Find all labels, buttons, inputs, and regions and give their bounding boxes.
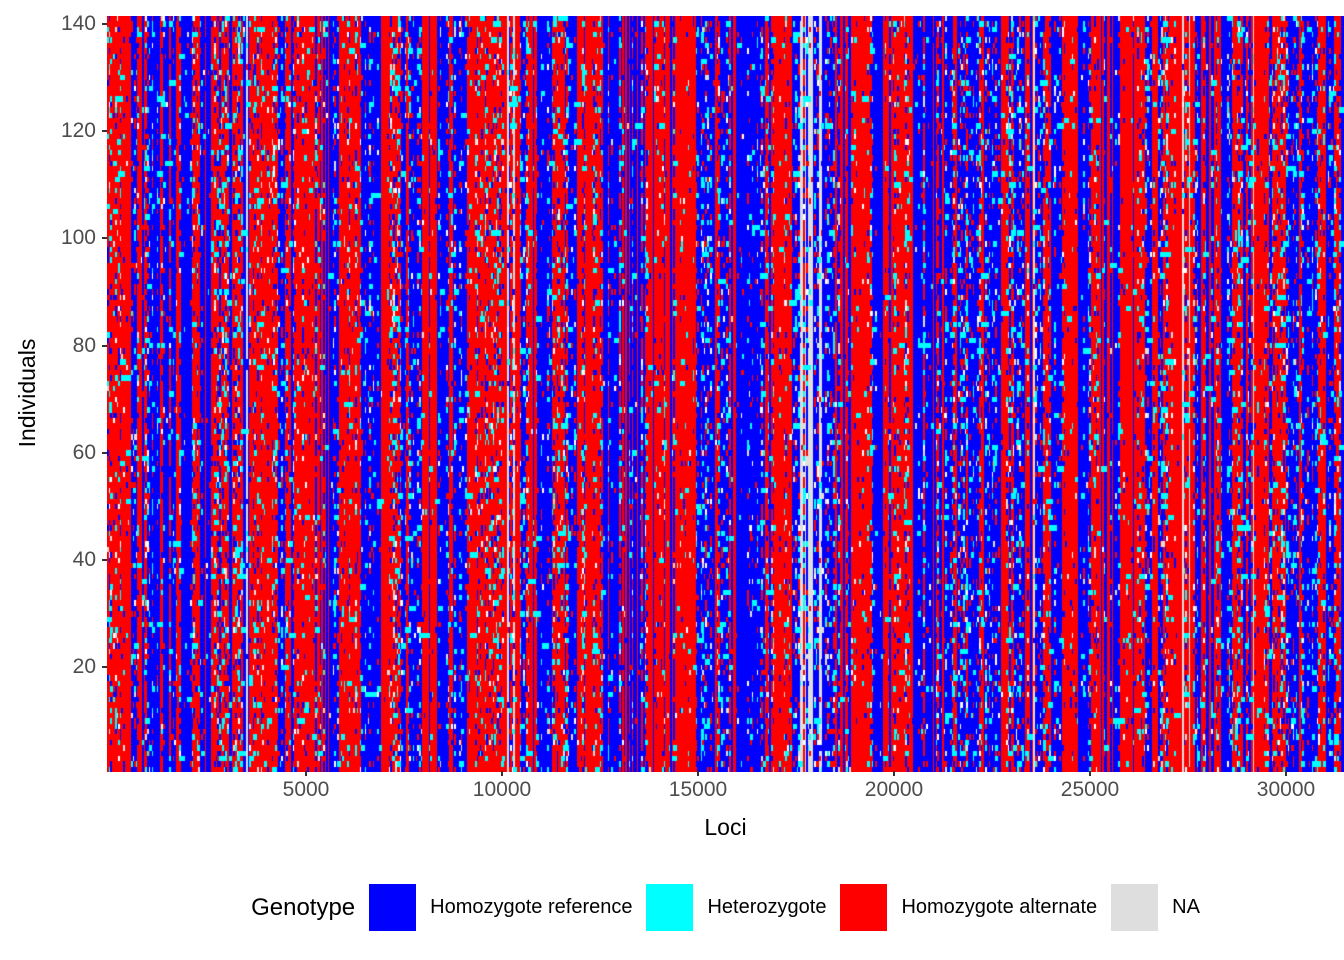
legend-label-hom_alt: Homozygote alternate <box>901 896 1098 918</box>
x-tick-label: 15000 <box>668 778 728 801</box>
y-tick-label: 80 <box>72 333 96 357</box>
y-tick-label: 40 <box>72 547 96 571</box>
x-tick-label: 25000 <box>1060 778 1120 801</box>
y-tick-mark <box>102 237 107 240</box>
legend-label-na: NA <box>1172 896 1200 918</box>
x-tick-mark <box>305 771 307 776</box>
x-tick-mark <box>893 771 895 776</box>
legend-swatch-na <box>1111 884 1159 931</box>
x-tick-label: 20000 <box>864 778 924 801</box>
y-tick-mark <box>102 344 107 347</box>
x-tick-mark <box>1285 771 1287 776</box>
x-tick-label: 30000 <box>1256 778 1316 801</box>
y-tick-label: 100 <box>60 226 96 250</box>
x-tick-label: 10000 <box>472 778 532 801</box>
y-tick-mark <box>102 451 107 454</box>
x-tick-mark <box>1089 771 1091 776</box>
legend-swatch-hom_alt <box>840 884 888 931</box>
y-tick-mark <box>102 558 107 561</box>
y-tick-mark <box>102 23 107 26</box>
x-tick-label: 5000 <box>282 778 330 801</box>
y-tick-label: 60 <box>72 440 96 464</box>
x-tick-mark <box>697 771 699 776</box>
y-tick-mark <box>102 666 107 669</box>
legend-swatch-hom_ref <box>369 884 417 931</box>
y-axis-title: Individuals <box>14 338 40 448</box>
y-tick-label: 140 <box>60 12 96 36</box>
y-tick-label: 20 <box>72 655 96 679</box>
legend-label-het: Heterozygote <box>707 896 827 918</box>
y-tick-mark <box>102 130 107 133</box>
legend-label-hom_ref: Homozygote reference <box>430 896 633 918</box>
y-tick-label: 120 <box>60 119 96 143</box>
x-axis-title: Loci <box>704 814 747 840</box>
legend-swatch-het <box>646 884 694 931</box>
x-tick-mark <box>501 771 503 776</box>
legend-title: Genotype <box>251 893 356 921</box>
legend: Genotype Homozygote reference Heterozygot… <box>107 884 1344 931</box>
heatmap-plot-panel <box>107 16 1344 772</box>
